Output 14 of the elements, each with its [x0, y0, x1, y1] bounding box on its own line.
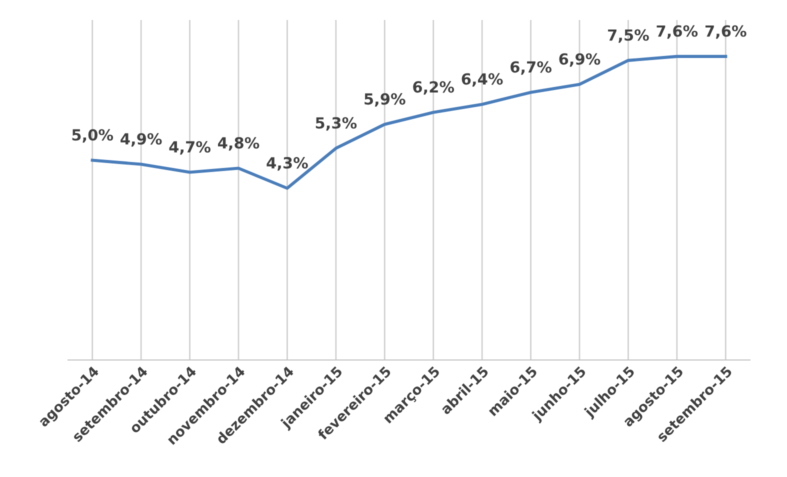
- data-label: 7,6%: [656, 25, 698, 39]
- data-label: 6,9%: [559, 53, 600, 67]
- data-label: 6,7%: [510, 61, 552, 75]
- data-label: 5,9%: [364, 93, 406, 107]
- data-label: 6,2%: [413, 81, 454, 95]
- data-label: 4,9%: [120, 133, 162, 147]
- data-label: 5,0%: [72, 129, 114, 143]
- data-label: 7,6%: [705, 25, 746, 39]
- data-label: 4,7%: [169, 141, 210, 155]
- data-label: 6,4%: [462, 73, 503, 87]
- data-label: 5,3%: [316, 117, 357, 131]
- data-label: 4,3%: [266, 157, 308, 171]
- data-label: 4,8%: [218, 137, 260, 151]
- data-label: 7,5%: [608, 29, 649, 43]
